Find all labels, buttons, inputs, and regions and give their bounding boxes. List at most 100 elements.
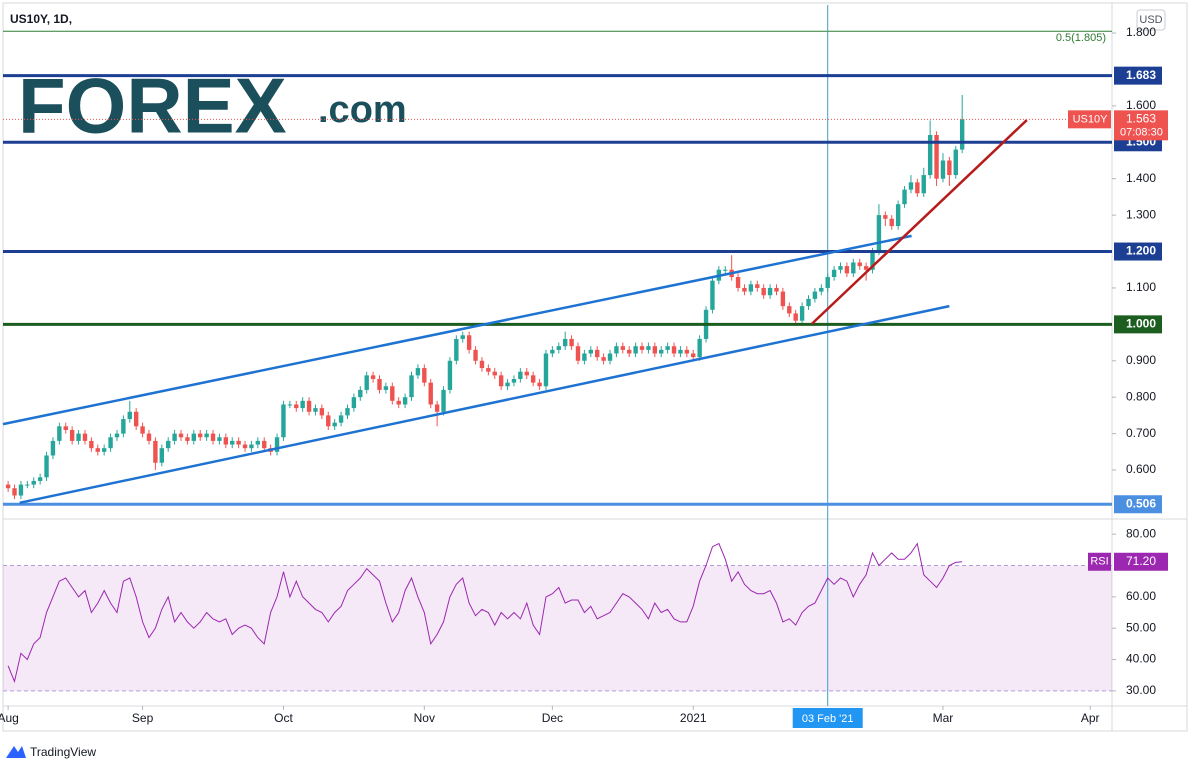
footer-icon <box>6 746 26 758</box>
candle-body <box>274 437 280 452</box>
candle-body <box>806 298 811 307</box>
candle-body <box>121 419 126 434</box>
candle-body <box>889 218 894 227</box>
candle-body <box>498 375 504 387</box>
candle-body <box>819 287 824 292</box>
candle-body <box>921 175 926 194</box>
rsi-tick-label: 30.00 <box>1126 683 1156 697</box>
last-price: 1.563 <box>1126 112 1156 126</box>
candle-body <box>262 440 267 449</box>
rsi-value: 71.20 <box>1126 554 1156 568</box>
candle-body <box>940 160 946 179</box>
candle-body <box>364 375 369 390</box>
candle-body <box>883 215 888 219</box>
candle-body <box>396 400 401 405</box>
candle-body <box>44 455 49 478</box>
candle-body <box>242 444 248 449</box>
candle-body <box>358 389 363 398</box>
candle-body <box>57 426 62 441</box>
level-label: 1.000 <box>1126 317 1156 331</box>
candle-body <box>466 335 472 350</box>
candle-body <box>953 149 958 176</box>
x-tick-label: Sep <box>132 711 154 725</box>
y-tick-label: 0.800 <box>1126 389 1156 403</box>
candle-body <box>108 437 113 449</box>
candle-body <box>767 287 773 296</box>
candle-body <box>838 266 843 270</box>
candle-body <box>844 266 850 274</box>
candle-body <box>678 349 683 354</box>
candle-body <box>165 440 171 449</box>
candle-body <box>902 189 907 205</box>
rsi-name-box <box>1088 552 1111 571</box>
candle-body <box>934 135 939 179</box>
candle-body <box>550 349 555 354</box>
candle-body <box>345 408 350 416</box>
candle-body <box>761 287 766 296</box>
rsi-value-box <box>1114 552 1168 571</box>
candle-body <box>723 269 728 271</box>
candle-body <box>793 313 798 321</box>
candle-body <box>249 444 254 449</box>
candle-body <box>511 378 517 383</box>
candle-body <box>479 360 485 369</box>
candle-body <box>799 306 805 321</box>
level-label-box <box>1114 495 1162 514</box>
level-label: 1.683 <box>1126 68 1156 82</box>
candle-body <box>402 397 408 405</box>
candle-body <box>659 349 664 354</box>
candle-body <box>159 448 164 463</box>
candle-body <box>575 346 581 361</box>
candle-body <box>582 353 587 361</box>
candle-body <box>959 119 965 150</box>
candle-body <box>486 368 491 372</box>
currency-button[interactable] <box>1136 9 1166 31</box>
x-tick-label: 2021 <box>680 711 707 725</box>
candle-body <box>313 408 318 412</box>
y-tick-label: 1.300 <box>1126 207 1156 221</box>
trendline <box>2 234 912 426</box>
level-label-box <box>1114 66 1162 85</box>
candle-body <box>614 346 619 354</box>
candle-body <box>530 375 536 383</box>
rsi-band <box>3 565 1112 691</box>
candle-body <box>735 277 741 288</box>
candle-body <box>908 182 914 190</box>
rsi-tick-label: 80.00 <box>1126 526 1156 540</box>
candle-body <box>133 411 139 427</box>
last-symbol: US10Y <box>1073 113 1109 125</box>
candle-body <box>652 346 658 354</box>
candle-body <box>524 371 529 376</box>
y-tick-label: 0.600 <box>1126 462 1156 476</box>
candle-body <box>774 287 779 292</box>
candle-body <box>710 280 715 310</box>
x-tick-label: Apr <box>1081 711 1100 725</box>
candle-body <box>671 346 677 354</box>
candle-body <box>415 368 421 376</box>
candle-body <box>5 484 11 489</box>
candle-body <box>191 433 197 441</box>
candle-body <box>646 346 651 350</box>
candle-body <box>25 484 30 486</box>
candle-body <box>870 251 875 270</box>
candle-body <box>63 426 68 430</box>
candle-body <box>460 335 465 339</box>
candle-body <box>607 353 613 361</box>
candle-body <box>895 204 901 227</box>
countdown: 07:08:30 <box>1120 126 1163 138</box>
currency-label[interactable]: USD <box>1139 14 1162 26</box>
candle-body <box>281 404 286 438</box>
candle-body <box>300 400 305 409</box>
candle-body <box>255 440 261 445</box>
candle-body <box>601 357 606 361</box>
candle-body <box>556 346 561 350</box>
frame <box>2 2 1188 732</box>
candle-body <box>537 382 542 387</box>
candle-body <box>18 484 24 496</box>
candle-body <box>505 382 510 387</box>
candle-body <box>198 433 203 438</box>
candle-body <box>390 386 395 401</box>
x-tick-label: Aug <box>0 711 19 725</box>
candle-body <box>742 287 747 292</box>
x-tick-label: Mar <box>933 711 954 725</box>
